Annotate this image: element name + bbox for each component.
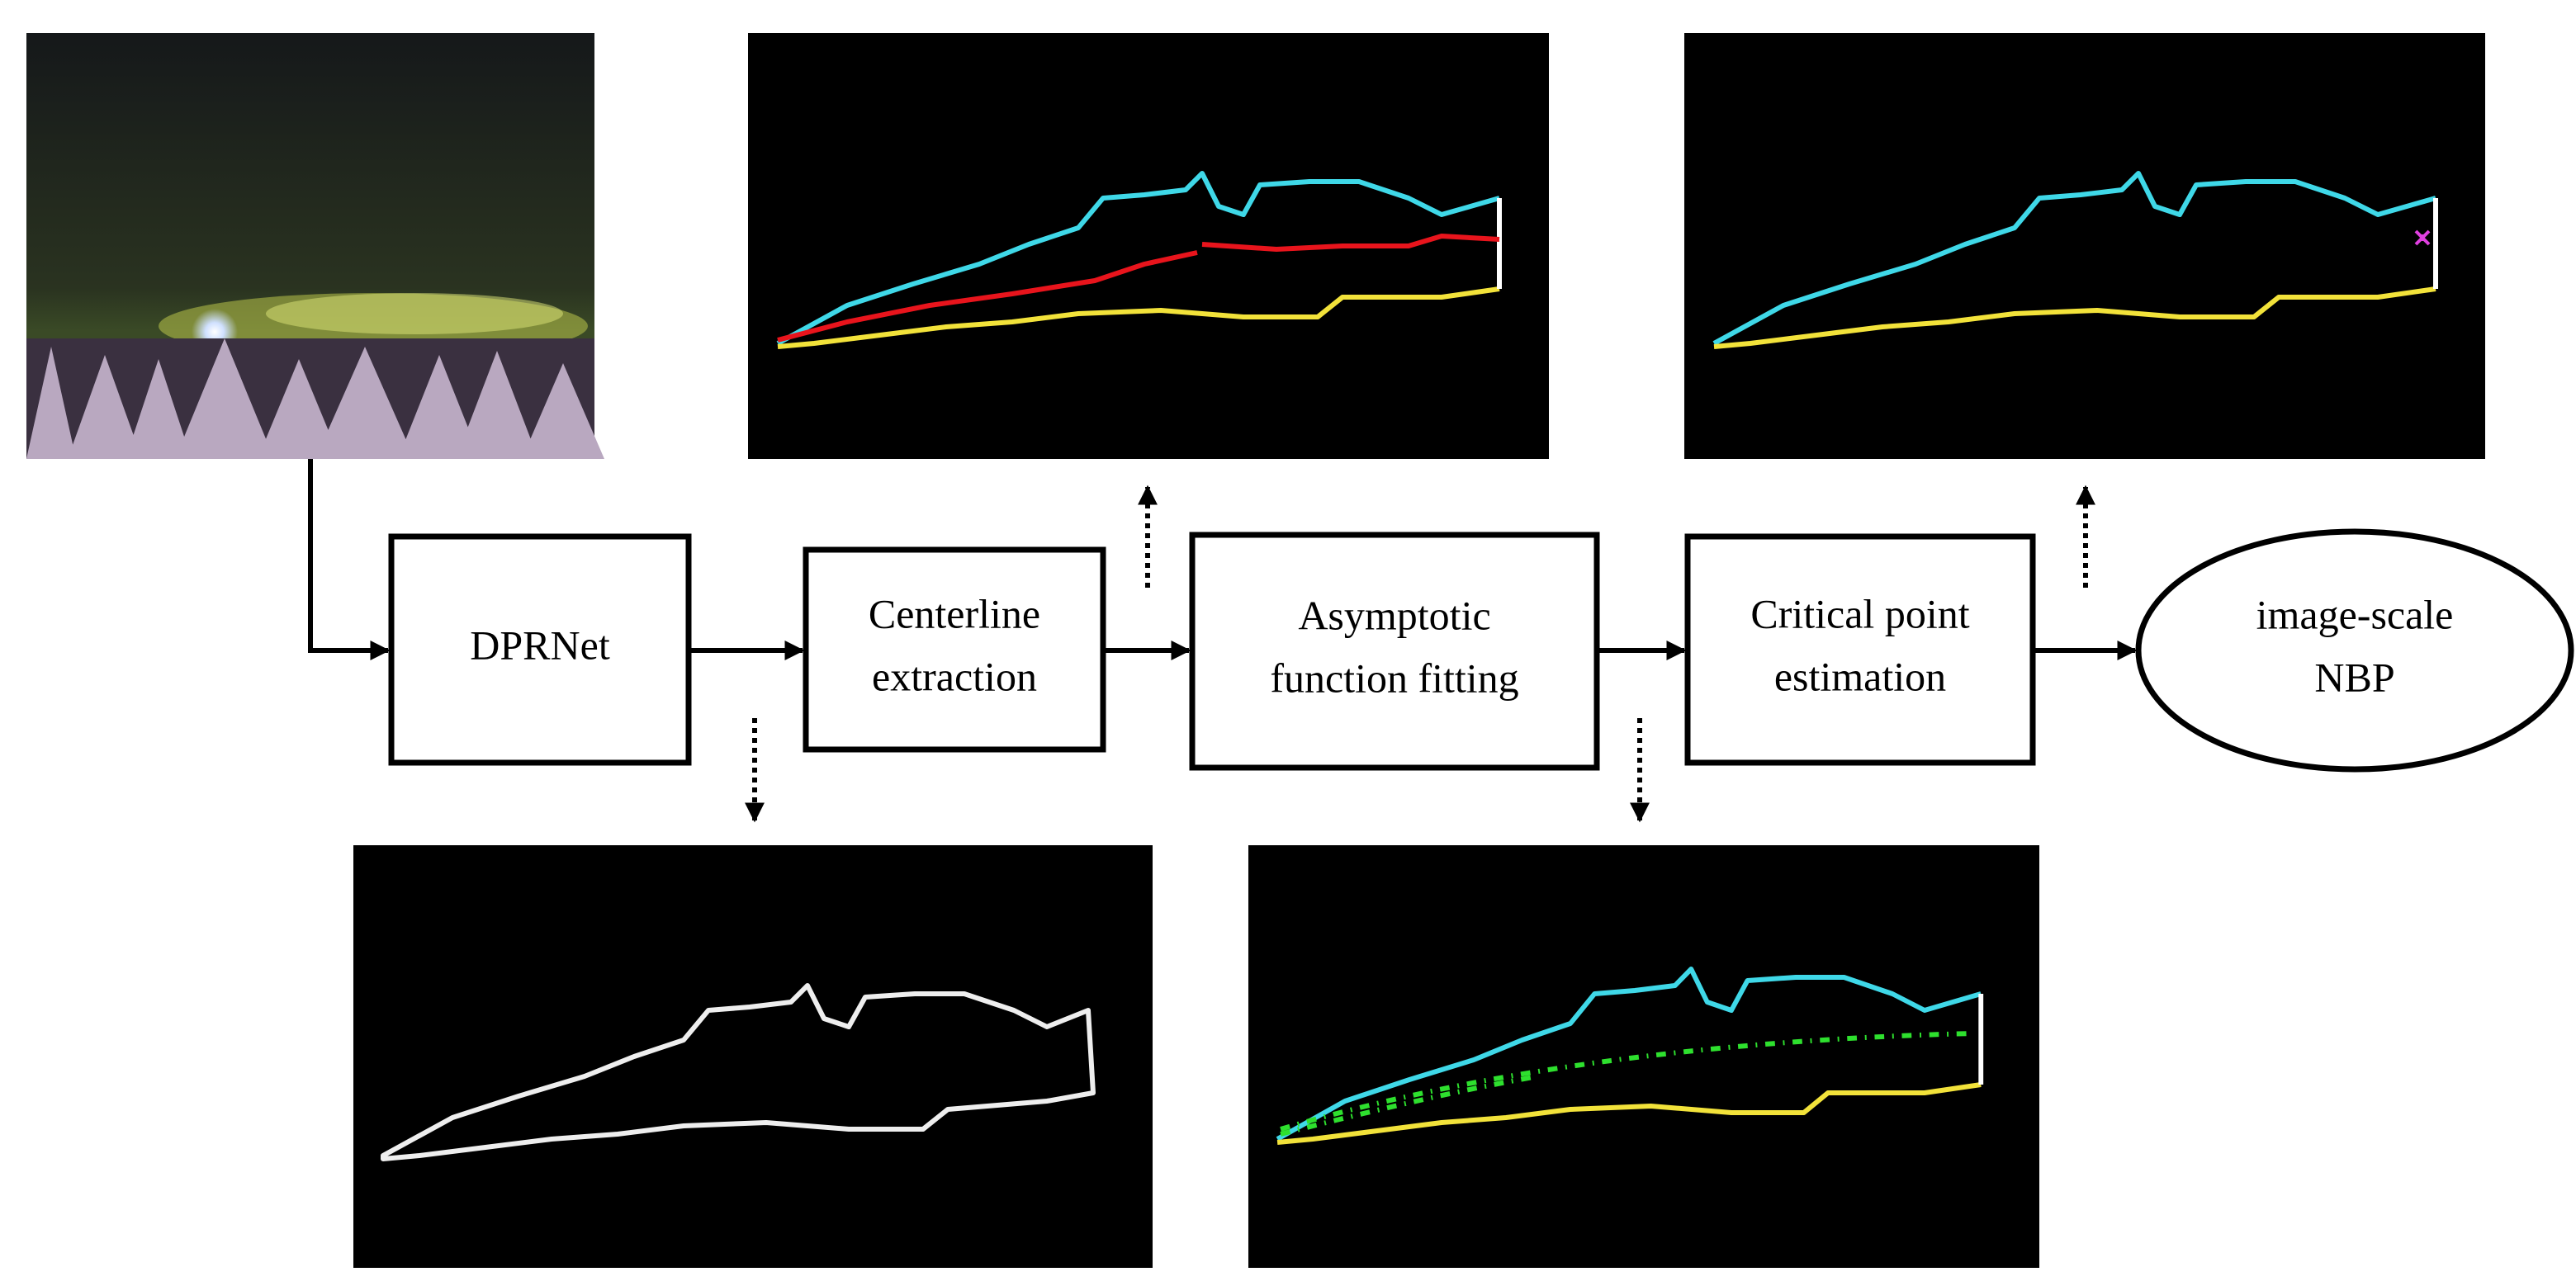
fitting-panel [1248, 845, 2039, 1268]
critical-box [1684, 533, 2036, 766]
critical-label: estimation [1774, 653, 1946, 699]
critical-label: Critical point [1750, 590, 1969, 636]
centerline-box [803, 546, 1106, 753]
centerline-label: Centerline [869, 590, 1040, 636]
output-label: NBP [2314, 654, 2394, 700]
output-label: image-scale [2256, 591, 2454, 637]
night-photo [26, 33, 604, 459]
centerline-panel [748, 33, 1549, 459]
critical-point-panel [1684, 33, 2485, 459]
labels: DPRNet Centerline extraction Asymptotic func… [470, 590, 2453, 701]
segmentation-panel [353, 845, 1153, 1268]
dprnet-box [388, 533, 692, 766]
fitting-box [1189, 532, 1600, 771]
output-ellipse [2135, 528, 2574, 773]
fitting-label: Asymptotic [1298, 592, 1490, 638]
dprnet-label: DPRNet [470, 622, 610, 668]
fitting-label: function fitting [1270, 655, 1518, 701]
centerline-label: extraction [872, 653, 1037, 699]
